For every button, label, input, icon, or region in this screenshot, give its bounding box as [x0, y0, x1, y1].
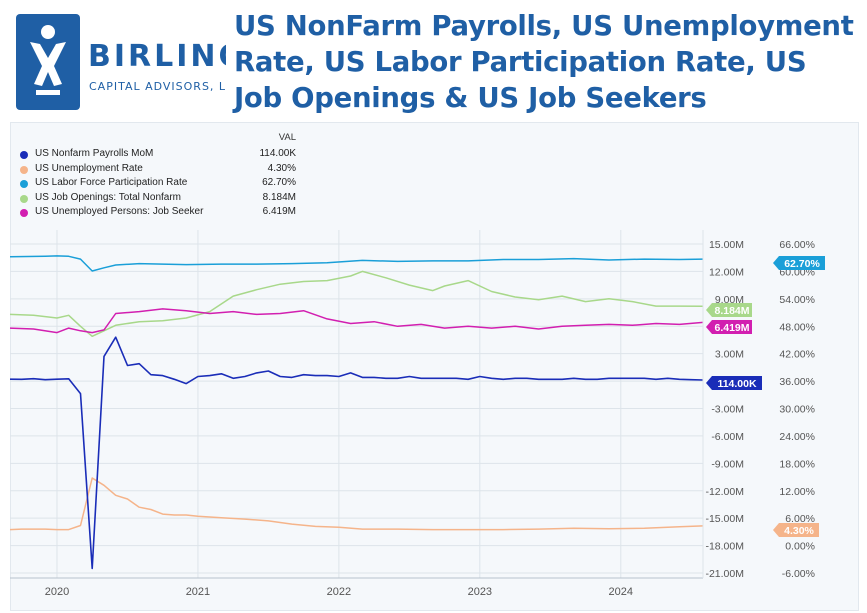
legend-item-value: 114.00K	[259, 148, 296, 159]
end-label-payrolls: 114.00K	[706, 376, 762, 390]
right-axis-tick-label: 48.00%	[779, 321, 815, 333]
end-label-unemployment-text: 4.30%	[784, 525, 814, 537]
page-title: US NonFarm Payrolls, US Unemployment Rat…	[234, 10, 854, 114]
left-axis-tick-label: -9.00M	[711, 458, 744, 470]
series-line-4	[9, 308, 704, 334]
left-axis-tick-label: -3.00M	[711, 404, 744, 416]
left-axis-tick-label: 12.00M	[709, 266, 744, 278]
right-axis-tick-label: 24.00%	[779, 431, 815, 443]
end-label-openings-bg	[706, 303, 752, 317]
legend-item-name: US Unemployed Persons: Job Seeker	[35, 206, 204, 217]
birling-logo: BIRLING CAPITAL ADVISORS, LLC	[16, 14, 243, 110]
legend-swatch-icon	[20, 209, 28, 217]
end-label-unemployment-bg	[773, 523, 819, 537]
legend-item-name: US Unemployment Rate	[35, 162, 143, 174]
x-axis-tick-label: 2022	[327, 586, 351, 598]
right-axis-tick-label: 54.00%	[779, 294, 815, 306]
right-axis-tick-label: 30.00%	[779, 404, 815, 416]
left-axis-tick-label: -15.00M	[705, 513, 744, 525]
series-line-3	[9, 270, 704, 338]
right-axis-tick-label: 12.00%	[779, 486, 815, 498]
series-line-1	[9, 477, 704, 531]
x-axis-tick-label: 2024	[609, 586, 633, 598]
right-axis-tick-label: 42.00%	[779, 349, 815, 361]
right-axis-tick-label: 18.00%	[779, 458, 815, 470]
legend-value-header: VAL	[278, 132, 296, 143]
left-axis-tick-label: 9.00M	[715, 294, 744, 306]
left-axis-tick-label: -18.00M	[705, 541, 744, 553]
end-label-payrolls-bg	[706, 376, 762, 390]
end-label-payrolls-text: 114.00K	[717, 378, 757, 390]
right-axis-tick-label: 6.00%	[785, 513, 815, 525]
legend-swatch-icon	[20, 180, 28, 188]
left-axis-tick-label: 3.00M	[715, 349, 744, 361]
right-axis-tick-label: 0.00%	[785, 541, 815, 553]
x-axis-tick-label: 2021	[186, 586, 210, 598]
end-label-seekers-text: 6.419M	[714, 322, 749, 334]
series-line-2	[9, 255, 704, 272]
logo-brand: BIRLING	[88, 39, 226, 74]
end-label-seekers-bg	[706, 320, 752, 334]
birling-logo-icon: BIRLING CAPITAL ADVISORS, LLC	[16, 14, 243, 110]
left-axis-tick-label: -12.00M	[705, 486, 744, 498]
left-axis-tick-label: -21.00M	[705, 568, 744, 580]
legend-swatch-icon	[20, 165, 28, 174]
x-axis-tick-label: 2023	[468, 586, 492, 598]
x-axis-tick-label: 2020	[45, 586, 69, 598]
legend-item-value: 62.70%	[262, 177, 296, 188]
right-axis-tick-label: 36.00%	[779, 376, 815, 388]
legend-item-name: US Job Openings: Total Nonfarm	[35, 191, 182, 203]
legend-item-name: US Labor Force Participation Rate	[35, 177, 188, 188]
right-axis-tick-label: 66.00%	[779, 239, 815, 251]
end-label-participation: 62.70%	[773, 256, 825, 270]
header: BIRLING CAPITAL ADVISORS, LLC US NonFarm…	[0, 0, 867, 118]
series-line-0	[9, 336, 704, 570]
end-label-unemployment: 4.30%	[773, 523, 819, 537]
logo-sub: CAPITAL ADVISORS, LLC	[89, 80, 226, 93]
end-label-openings: 8.184M	[706, 303, 752, 317]
left-axis-tick-label: -6.00M	[711, 431, 744, 443]
legend-item-value: 4.30%	[267, 162, 296, 174]
legend-swatch-icon	[20, 194, 28, 203]
legend-swatch-icon	[20, 151, 28, 159]
right-axis-tick-label: -6.00%	[782, 568, 815, 580]
legend-item-value: 6.419M	[262, 206, 296, 217]
end-label-seekers: 6.419M	[706, 320, 752, 334]
end-label-participation-text: 62.70%	[784, 258, 820, 270]
end-label-openings-text: 8.184M	[714, 305, 749, 317]
end-label-participation-bg	[773, 256, 825, 270]
legend-item-value: 8.184M	[262, 191, 296, 203]
legend-item-name: US Nonfarm Payrolls MoM	[35, 148, 154, 159]
left-axis-tick-label: 15.00M	[709, 239, 744, 251]
